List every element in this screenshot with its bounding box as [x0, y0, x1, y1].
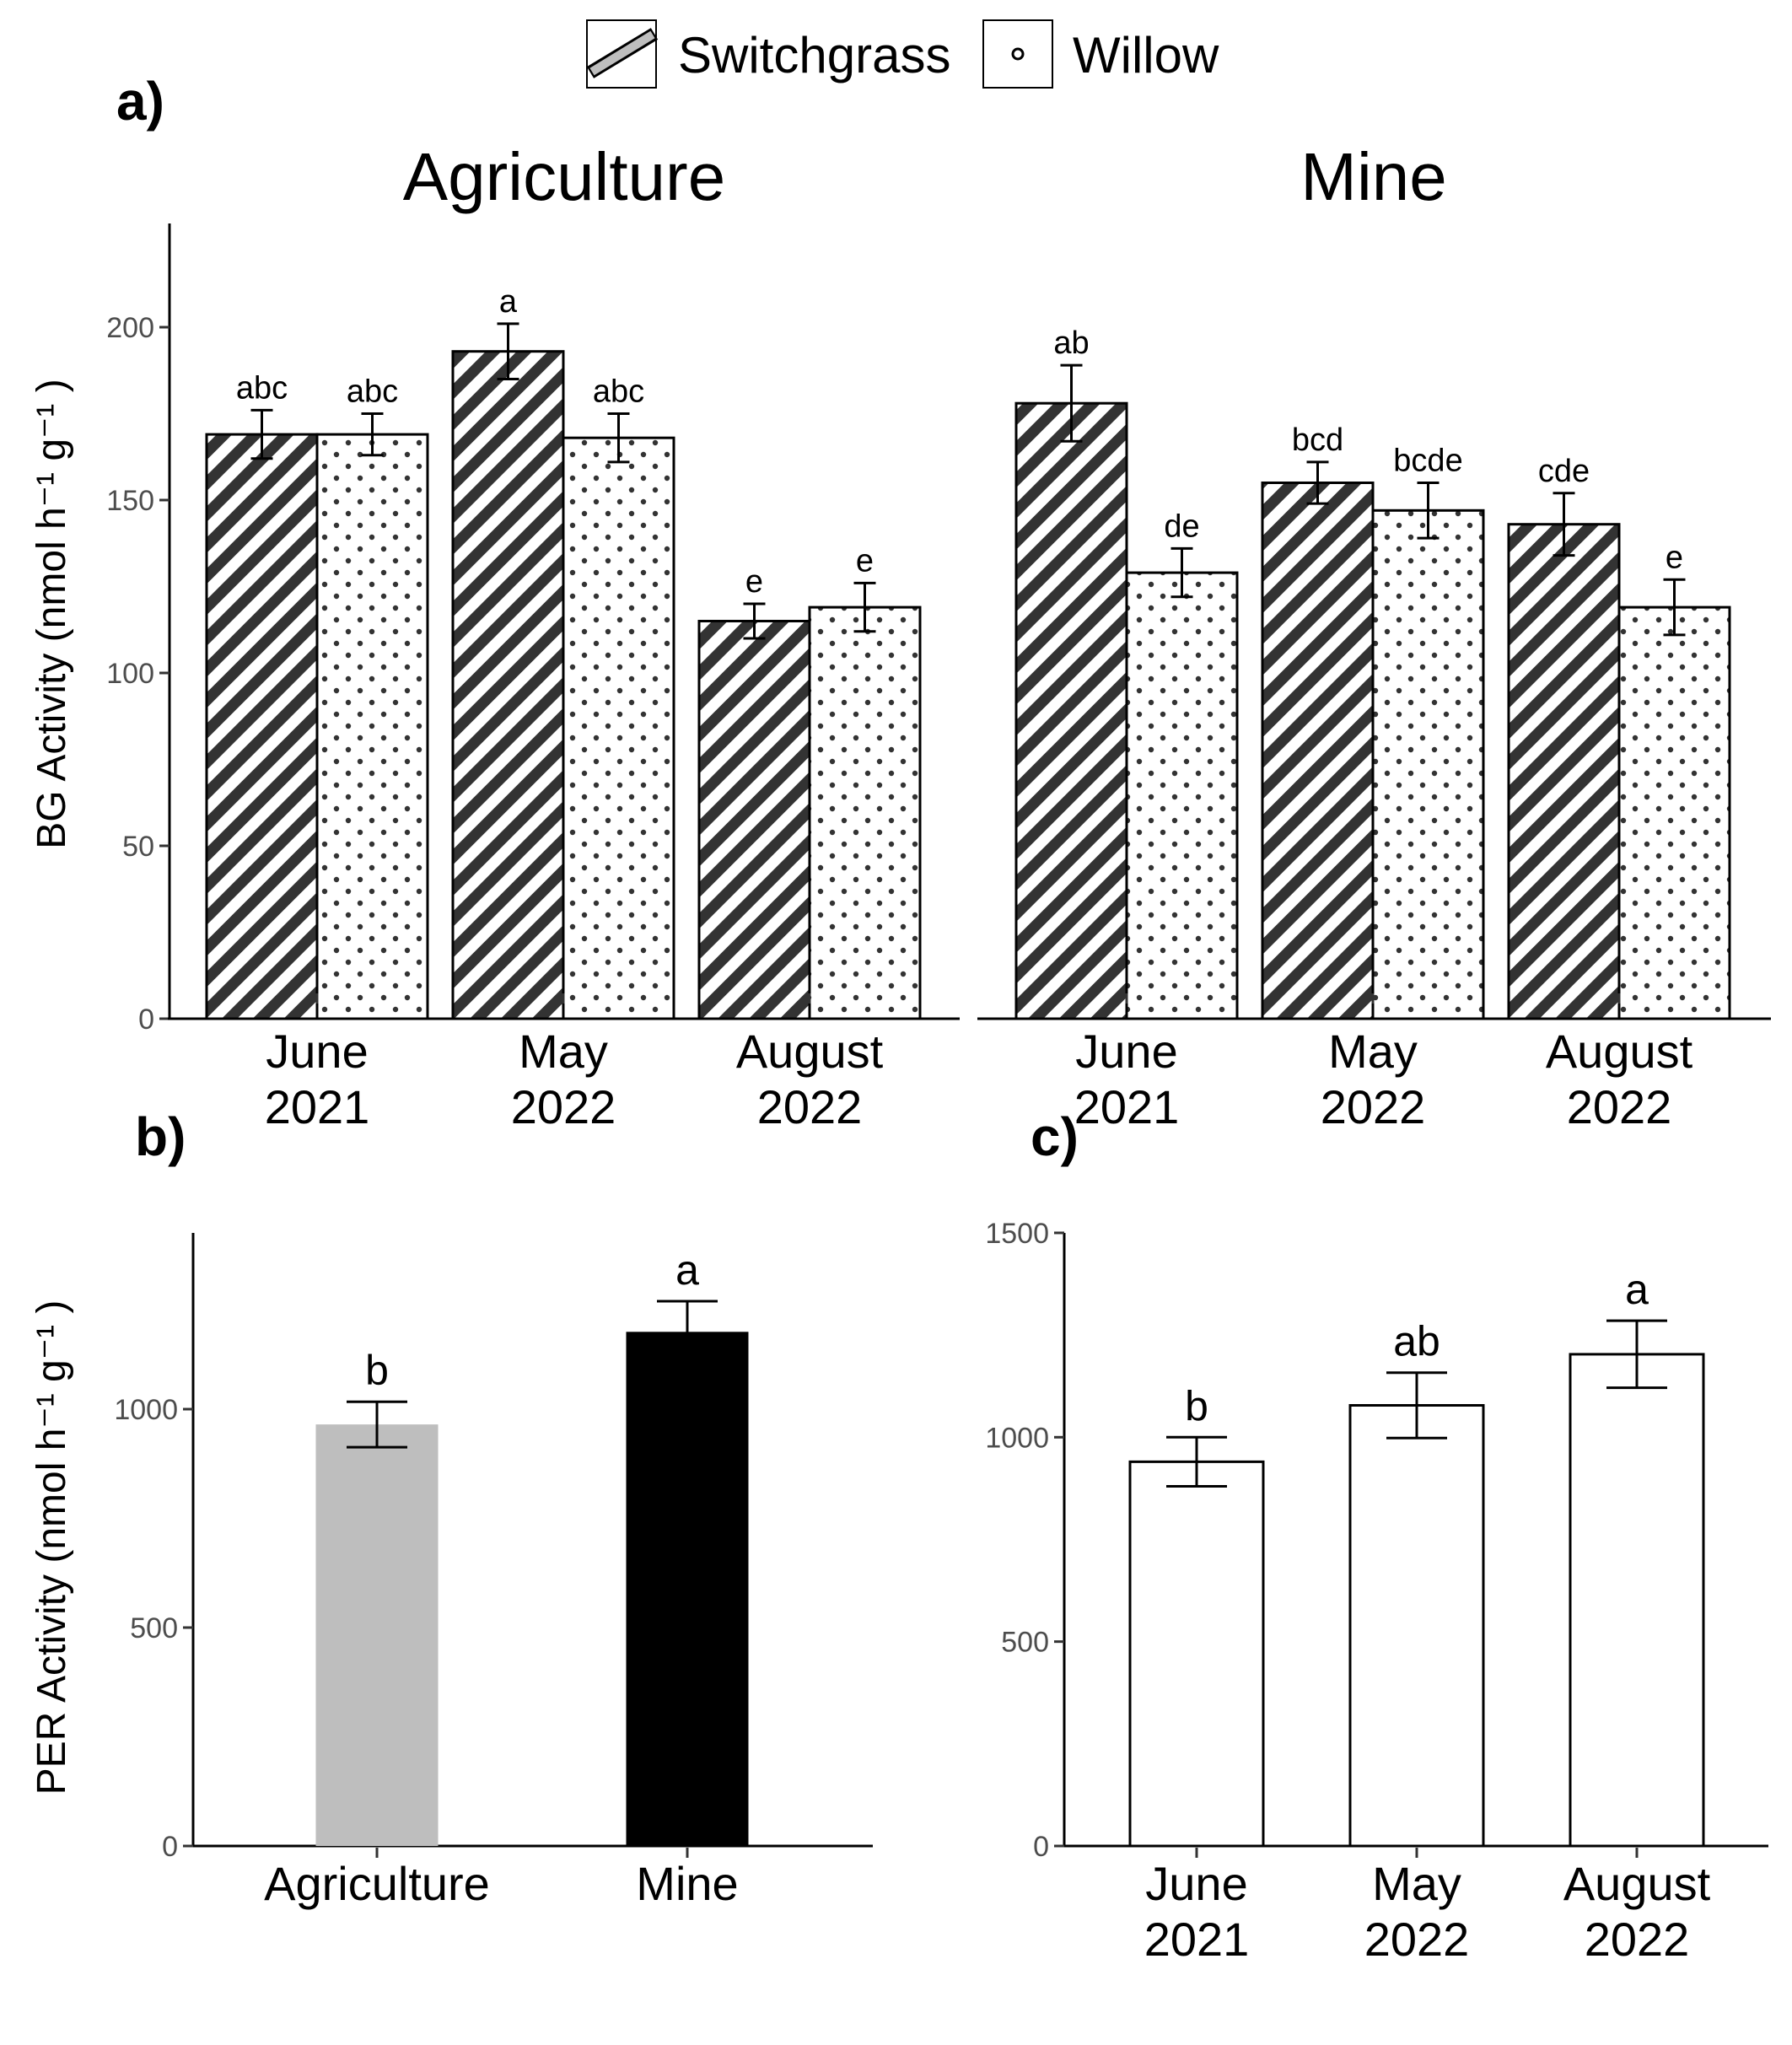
agriculture-switchgrass-may-2022-bar [451, 350, 565, 1020]
panel-b-marks: b Agriculture a Mine [264, 1246, 749, 1910]
mine-willow-august-2022-letter: e [1666, 540, 1683, 575]
mine-willow-august-2022-bar [1617, 605, 1731, 1020]
legend-key-switchgrass-stripe-fill [589, 30, 655, 76]
agriculture-switchgrass-june-2021-bar [205, 433, 319, 1020]
mine-willow-june-2021-bar [1125, 571, 1239, 1020]
panel-c-june-2021-letter: b [1185, 1382, 1208, 1429]
mine-switchgrass-june-2021-letter: ab [1053, 326, 1089, 361]
agriculture-willow-june-2021-letter: abc [347, 374, 398, 410]
panel-c-y-tick-label: 1000 [985, 1422, 1049, 1454]
panel-c-june-2021-bar [1128, 1460, 1265, 1848]
panel-a-y-ticks: 0 50 100 150 200 [106, 312, 170, 1036]
mine-willow-may-2022-bar [1371, 509, 1485, 1020]
panel-c-may-2022-x-tick-label: May 2022 [1364, 1857, 1470, 1966]
panel-c-y-tick-label: 500 [1001, 1627, 1049, 1659]
mine-switchgrass-may-2022-letter: bcd [1292, 422, 1343, 458]
panel-b-mine-bar [626, 1332, 749, 1846]
facet-title-mine: Mine [1300, 139, 1446, 214]
panel-a: BG Activity (nmol h⁻¹ g⁻¹ ) 0 50 100 150 200… [30, 139, 1771, 1133]
panel-b-y-tick-label: 500 [130, 1612, 178, 1644]
facet-title-agriculture: Agriculture [403, 139, 725, 214]
panel-b-y-ticks: 0 500 1000 [114, 1394, 193, 1863]
agriculture-switchgrass-august-2022-letter: e [745, 564, 763, 600]
panel-c-august-2022-bar [1569, 1353, 1705, 1848]
panel-b: PER Activity (nmol h⁻¹ g⁻¹ ) 0 500 1000 b A… [30, 1233, 873, 1910]
legend-label-willow: Willow [1073, 27, 1219, 83]
mine-august-2022-x-tick-label: August 2022 [1546, 1025, 1693, 1133]
panel-a-y-axis-title: BG Activity (nmol h⁻¹ g⁻¹ ) [30, 379, 74, 848]
agriculture-may-2022-x-tick-label: May 2022 [511, 1025, 616, 1133]
mine-willow-june-2021-letter: de [1164, 509, 1199, 544]
panel-c-may-2022-letter: ab [1393, 1318, 1440, 1365]
panel-tag-a: a) [116, 71, 164, 132]
mine-switchgrass-august-2022-letter: cde [1538, 454, 1590, 489]
mine-may-2022-x-tick-label: May 2022 [1321, 1025, 1426, 1133]
agriculture-june-2021-x-tick-label: June 2021 [265, 1025, 370, 1133]
agriculture-willow-may-2022-bar [562, 436, 675, 1020]
panel-c-y-tick-label: 0 [1033, 1831, 1049, 1863]
legend-key-willow-dot [1011, 47, 1025, 61]
legend-item-switchgrass: Switchgrass [586, 19, 950, 89]
panel-b-y-tick-label: 1000 [114, 1394, 178, 1426]
panel-a-y-tick-label: 50 [122, 831, 154, 863]
facet-agriculture: Agriculture abc abc June 2021 a abc May 2022 e e A… [168, 139, 960, 1133]
mine-switchgrass-august-2022-bar [1507, 523, 1621, 1020]
panel-a-y-axis: 0 50 100 150 200 [106, 223, 171, 1036]
panel-c: 0 500 1000 1500 b June 2021 ab May 2022 a August 20… [985, 1218, 1768, 1966]
panel-b-mine-letter: a [675, 1246, 699, 1294]
agriculture-switchgrass-june-2021-letter: abc [236, 370, 288, 406]
agriculture-willow-august-2022-bar [808, 605, 922, 1020]
mine-willow-may-2022-letter: bcde [1393, 444, 1462, 479]
panel-b-mine-x-tick-label: Mine [636, 1857, 738, 1910]
panel-c-may-2022-bar [1348, 1403, 1485, 1848]
panel-b-agriculture-letter: b [365, 1347, 389, 1394]
panel-tag-c: c) [1031, 1106, 1079, 1167]
panel-tag-b: b) [135, 1106, 186, 1167]
legend-item-willow: Willow [982, 19, 1219, 89]
panel-c-june-2021-x-tick-label: June 2021 [1144, 1857, 1250, 1966]
agriculture-august-2022-x-tick-label: August 2022 [736, 1025, 884, 1133]
panel-c-marks: b June 2021 ab May 2022 a August 2022 [1128, 1266, 1711, 1966]
panel-a-y-tick-label: 150 [106, 485, 154, 517]
mine-june-2021-x-tick-label: June 2021 [1074, 1025, 1180, 1133]
legend-label-switchgrass: Switchgrass [678, 27, 950, 83]
panel-c-y-tick-label: 1500 [985, 1218, 1049, 1250]
legend: Switchgrass Willow [586, 19, 1219, 89]
agriculture-willow-june-2021-bar [315, 433, 429, 1020]
panel-b-agriculture-x-tick-label: Agriculture [264, 1857, 490, 1910]
panel-b-agriculture-bar [315, 1424, 439, 1846]
agriculture-willow-august-2022-letter: e [856, 543, 874, 579]
facet-mine: Mine ab de June 2021 bcd bcde May 2022 cde e Augus… [977, 139, 1771, 1133]
panel-a-y-tick-label: 0 [138, 1004, 154, 1036]
panel-a-y-tick-label: 200 [106, 312, 154, 344]
panel-c-august-2022-letter: a [1625, 1266, 1649, 1313]
panel-b-y-tick-label: 0 [162, 1831, 178, 1863]
mine-switchgrass-may-2022-bar [1261, 482, 1375, 1020]
panel-c-y-ticks: 0 500 1000 1500 [985, 1218, 1064, 1863]
panel-c-august-2022-x-tick-label: August 2022 [1563, 1857, 1711, 1966]
agriculture-willow-may-2022-letter: abc [593, 374, 644, 410]
agriculture-switchgrass-may-2022-letter: a [499, 284, 518, 320]
facet-mine-marks: ab de June 2021 bcd bcde May 2022 cde e August 2022 [1014, 326, 1731, 1133]
mine-switchgrass-june-2021-bar [1014, 401, 1128, 1020]
panel-b-y-axis-title: PER Activity (nmol h⁻¹ g⁻¹ ) [30, 1300, 74, 1795]
agriculture-switchgrass-august-2022-bar [697, 620, 811, 1020]
facet-agriculture-marks: abc abc June 2021 a abc May 2022 e e August 2022 [205, 284, 922, 1133]
panel-a-y-tick-label: 100 [106, 658, 154, 690]
